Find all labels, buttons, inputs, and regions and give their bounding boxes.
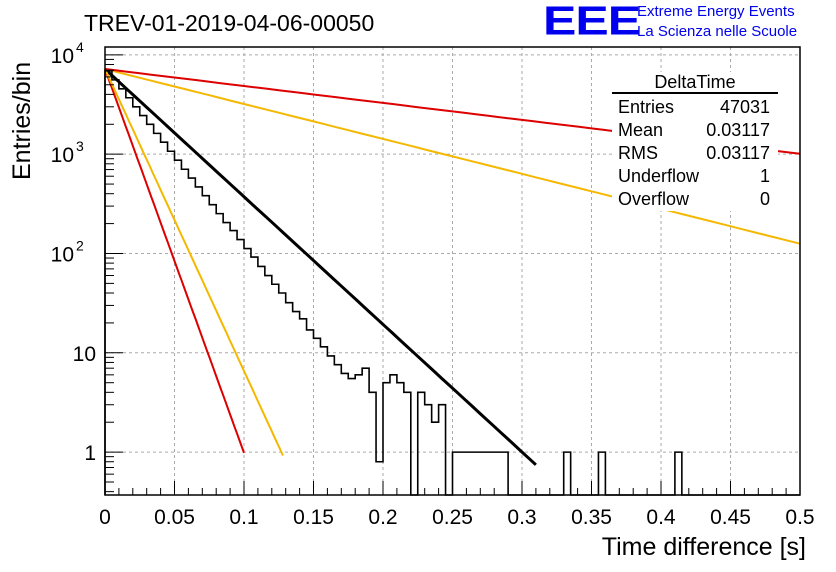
x-axis-title: Time difference [s] xyxy=(601,533,806,561)
x-tick-label: 0 xyxy=(99,506,111,529)
y-tick-label: 10 xyxy=(51,45,74,68)
y-tick-label: 10 xyxy=(51,144,74,167)
stats-box: DeltaTime Entries 47031 Mean 0.03117 RMS… xyxy=(612,72,778,211)
run-title: TREV-01-2019-04-06-00050 xyxy=(84,10,375,36)
x-tick-label: 0.05 xyxy=(154,506,195,529)
y-axis-title: Entries/bin xyxy=(8,61,36,180)
y-tick-exponent: 4 xyxy=(76,39,84,55)
y-tick-label: 1 xyxy=(84,442,96,465)
stats-value: 0.03117 xyxy=(706,143,770,163)
stats-row-entries: Entries 47031 xyxy=(612,96,778,119)
stats-row-mean: Mean 0.03117 xyxy=(612,119,778,142)
stats-label: Mean xyxy=(618,120,664,140)
stats-value: 47031 xyxy=(719,97,770,117)
stats-label: RMS xyxy=(618,143,658,163)
stats-row-underflow: Underflow 1 xyxy=(612,165,778,188)
x-tick-label: 0.3 xyxy=(507,506,536,529)
fit-curve xyxy=(104,68,801,245)
organization-name: Extreme Energy Events La Scienza nelle S… xyxy=(637,2,797,42)
stats-title: DeltaTime xyxy=(612,72,778,94)
stats-value: 0.03117 xyxy=(706,120,770,140)
axis-ticks xyxy=(104,54,801,495)
stats-label: Overflow xyxy=(618,189,690,209)
stats-value: 1 xyxy=(759,166,770,186)
tick-labels: 0 0.05 0.1 0.15 0.2 0.25 0.3 0.35 0.4 0.45 0.51101… xyxy=(51,39,815,529)
eee-logo: EEE xyxy=(543,0,641,44)
y-tick-exponent: 3 xyxy=(76,138,84,154)
org-line-2: La Scienza nelle Scuole xyxy=(637,23,798,40)
stats-row-rms: RMS 0.03117 xyxy=(612,142,778,165)
fit-curve xyxy=(104,68,284,456)
x-tick-label: 0.35 xyxy=(571,506,612,529)
y-tick-label: 10 xyxy=(73,343,96,366)
fit-curve xyxy=(104,68,245,454)
x-tick-label: 0.5 xyxy=(785,506,814,529)
x-tick-label: 0.4 xyxy=(646,506,676,529)
stats-label: Entries xyxy=(618,97,675,117)
org-line-1: Extreme Energy Events xyxy=(637,3,795,20)
stats-label: Underflow xyxy=(618,166,700,186)
x-tick-label: 0.2 xyxy=(368,506,397,529)
x-tick-label: 0.45 xyxy=(710,506,751,529)
fit-curves xyxy=(103,67,801,466)
stats-value: 0 xyxy=(759,189,770,209)
x-tick-label: 0.15 xyxy=(293,506,334,529)
fit-curve xyxy=(103,67,537,466)
x-tick-label: 0.25 xyxy=(432,506,473,529)
stats-row-overflow: Overflow 0 xyxy=(612,188,778,211)
x-tick-label: 0.1 xyxy=(229,506,258,529)
y-tick-exponent: 2 xyxy=(76,237,84,253)
y-tick-label: 10 xyxy=(51,243,74,266)
